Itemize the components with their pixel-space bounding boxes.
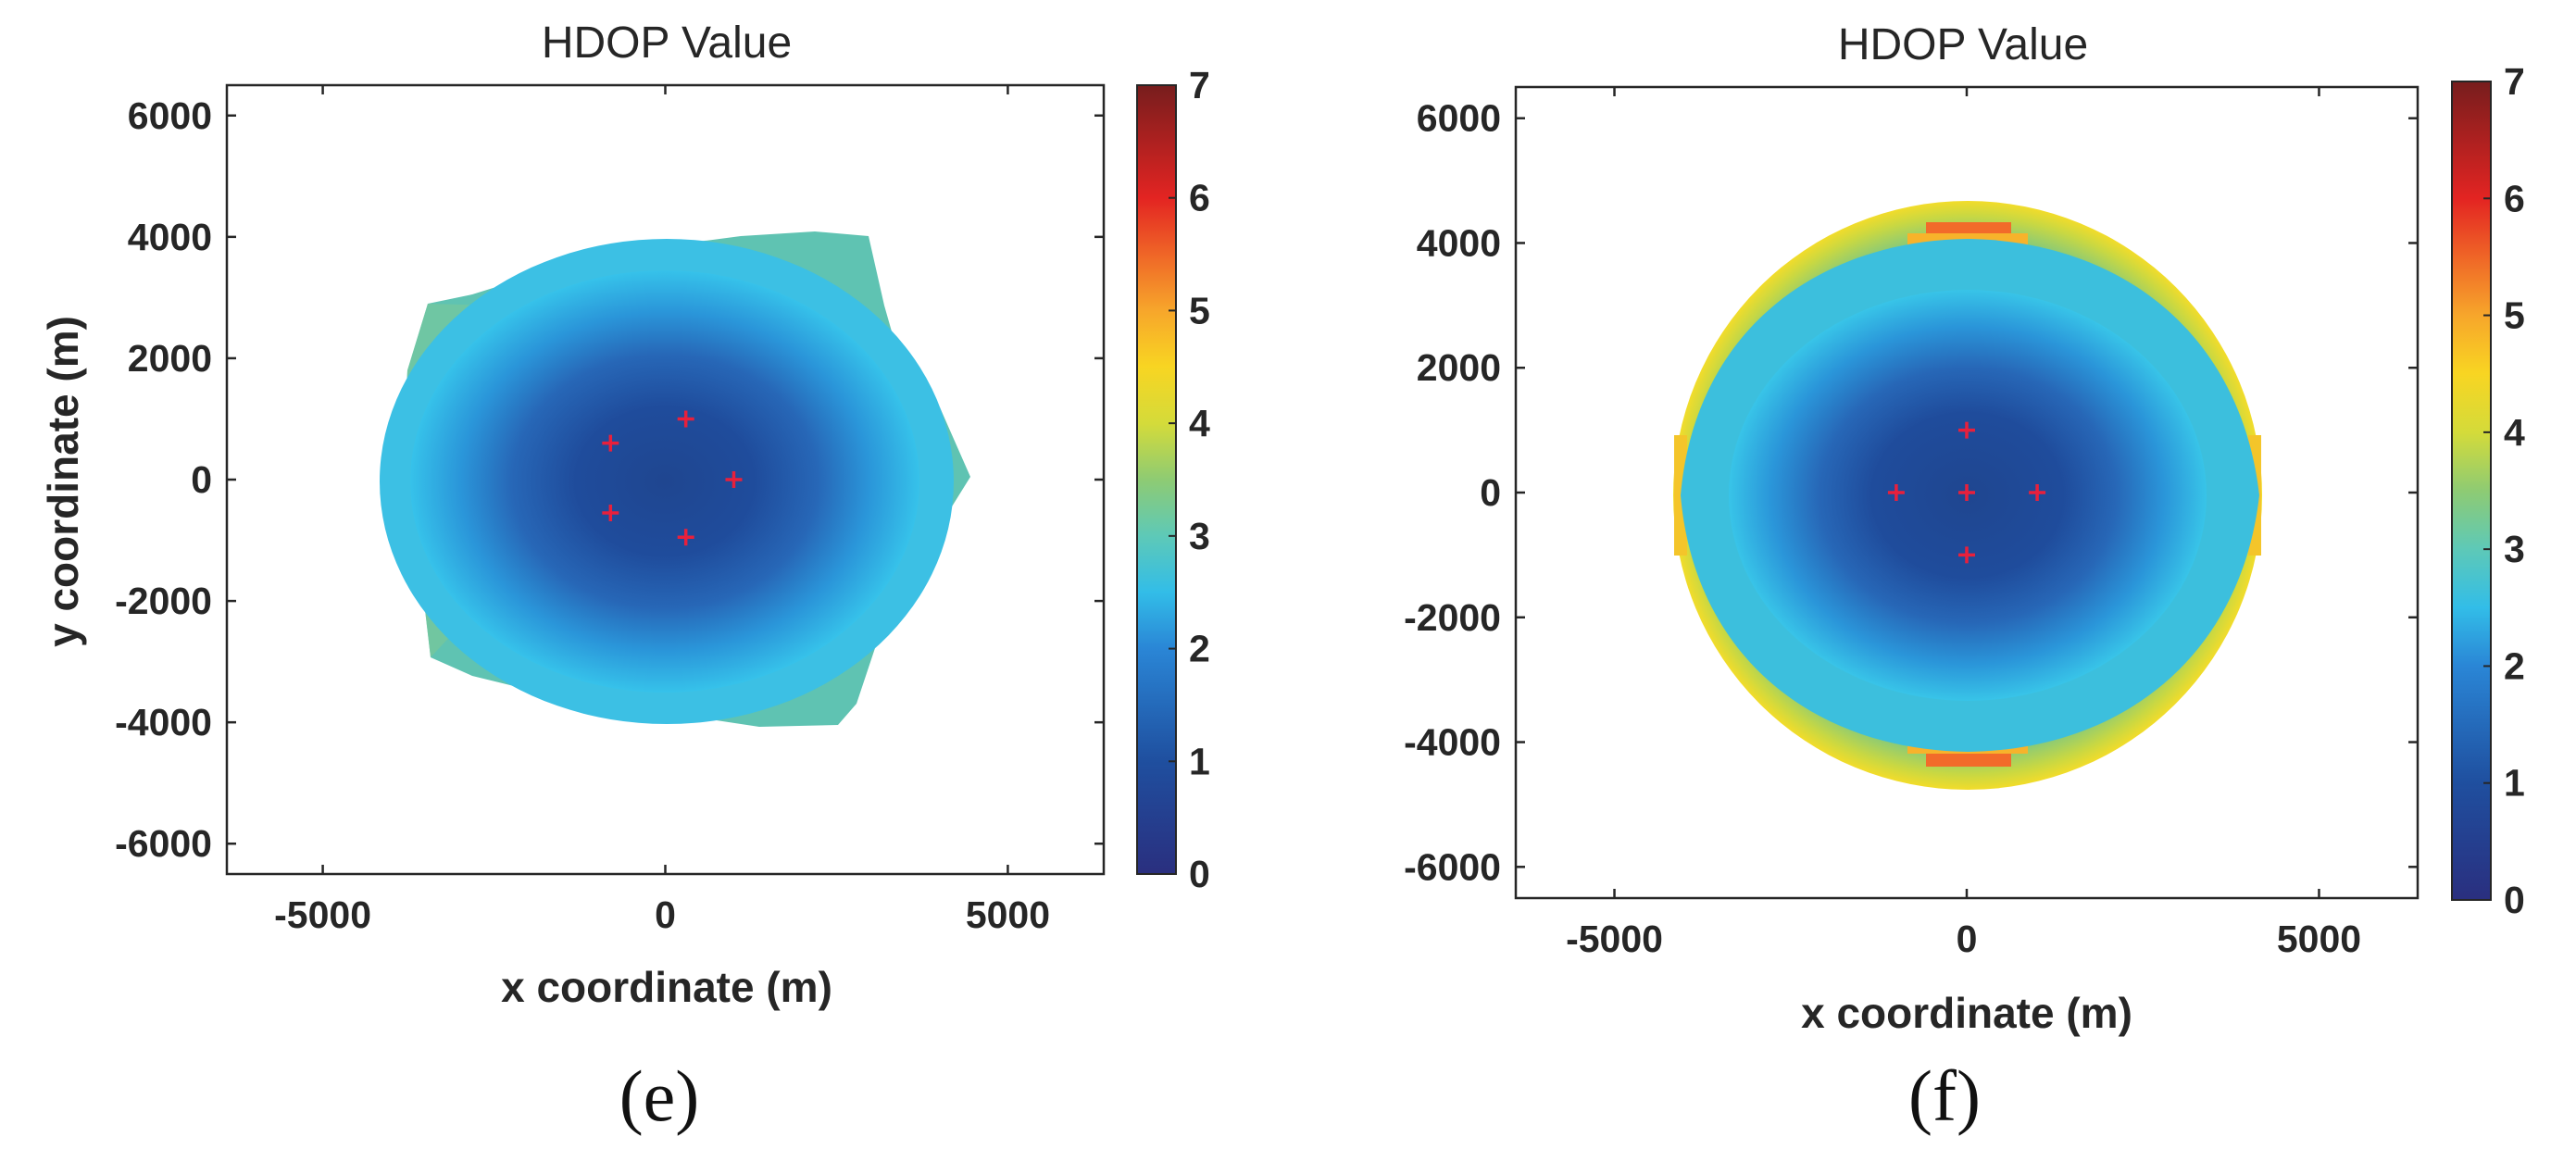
- panel-e-core: [410, 270, 919, 693]
- panel-e: HDOP Value -5000 0 5000 6000 4000 2000 0 -2000…: [39, 19, 1210, 1136]
- anchor-marker: [2029, 484, 2046, 501]
- colorbar-tick-label: 2: [1189, 628, 1210, 670]
- panel-e-caption: (e): [619, 1055, 700, 1136]
- anchor-marker: [677, 529, 694, 546]
- panel-f-anchors: [1887, 421, 2046, 564]
- x-tick-label: 0: [1957, 918, 1978, 960]
- x-tick-label: 5000: [2277, 918, 2361, 960]
- y-tick-label: -4000: [115, 701, 212, 743]
- colorbar-tick-label: 4: [1189, 402, 1210, 444]
- x-tick-label: 0: [655, 893, 676, 936]
- y-tick-label: -2000: [1404, 596, 1501, 639]
- y-tick-label: -2000: [115, 580, 212, 622]
- y-tick-label: -4000: [1404, 721, 1501, 764]
- y-tick-label: 2000: [128, 337, 212, 380]
- anchor-marker: [1958, 484, 1975, 501]
- panel-f-x-axis-label: x coordinate (m): [1801, 989, 2132, 1037]
- colorbar-tick-label: 6: [1189, 177, 1210, 219]
- panel-e-x-axis-label: x coordinate (m): [501, 963, 832, 1011]
- panel-f-y-ticks: 6000 4000 2000 0 -2000 -4000 -6000: [1404, 97, 2418, 888]
- panel-e-heatmap: [380, 231, 970, 727]
- x-tick-label: -5000: [274, 893, 371, 936]
- colorbar-tick-label: 5: [2504, 294, 2525, 337]
- y-tick-label: 0: [191, 458, 212, 501]
- panel-e-colorbar-ticks: 0 1 2 3 4 5 6 7: [1169, 64, 1210, 895]
- panel-e-y-ticks: 6000 4000 2000 0 -2000 -4000 -6000: [115, 94, 1104, 865]
- anchor-marker: [1958, 546, 1975, 564]
- panel-f-title: HDOP Value: [1838, 20, 2088, 69]
- y-tick-label: -6000: [115, 822, 212, 865]
- anchor-marker: [602, 505, 619, 522]
- colorbar-tick-label: 6: [2504, 177, 2525, 219]
- anchor-marker: [602, 434, 619, 452]
- colorbar-tick-label: 3: [2504, 528, 2525, 570]
- panel-e-y-axis-label: y coordinate (m): [39, 316, 87, 647]
- panel-f-heatmap: [1673, 201, 2262, 790]
- colorbar-tick-label: 0: [1189, 853, 1210, 895]
- colorbar-tick-label: 7: [1189, 64, 1210, 106]
- panel-f-x-ticks: -5000 0 5000: [1566, 87, 2361, 960]
- panel-e-anchors: [602, 410, 743, 546]
- panel-f-colorbar-ticks: 0 1 2 3 4 5 6 7: [2483, 60, 2525, 921]
- colorbar-tick-label: 4: [2504, 411, 2525, 454]
- anchor-marker: [1887, 484, 1905, 501]
- colorbar-tick-label: 0: [2504, 879, 2525, 921]
- anchor-marker: [677, 410, 694, 428]
- panel-f-caption: (f): [1908, 1055, 1981, 1136]
- panel-e-title: HDOP Value: [542, 19, 792, 68]
- colorbar-tick-label: 2: [2504, 644, 2525, 687]
- anchor-marker: [725, 471, 743, 488]
- y-tick-label: 0: [1480, 471, 1501, 514]
- colorbar-tick-label: 7: [2504, 60, 2525, 103]
- colorbar-tick-label: 3: [1189, 515, 1210, 557]
- colorbar-tick-label: 1: [1189, 740, 1210, 782]
- colorbar-tick-label: 5: [1189, 289, 1210, 331]
- panel-f-colorbar: [2451, 81, 2492, 901]
- y-tick-label: 4000: [1417, 221, 1501, 264]
- colorbar-tick-label: 1: [2504, 762, 2525, 805]
- x-tick-label: -5000: [1566, 918, 1663, 960]
- panel-e-colorbar: [1136, 84, 1177, 875]
- y-tick-label: 4000: [128, 216, 212, 258]
- panel-e-x-ticks: -5000 0 5000: [274, 85, 1050, 936]
- anchor-marker: [1958, 421, 1975, 439]
- x-tick-label: 5000: [966, 893, 1050, 936]
- y-tick-label: 6000: [128, 94, 212, 137]
- y-tick-label: 6000: [1417, 97, 1501, 140]
- y-tick-label: 2000: [1417, 346, 1501, 389]
- panel-f: HDOP Value -5000 0 5000 6000 4000 2000 0 -2000…: [1404, 20, 2525, 1136]
- y-tick-label: -6000: [1404, 845, 1501, 888]
